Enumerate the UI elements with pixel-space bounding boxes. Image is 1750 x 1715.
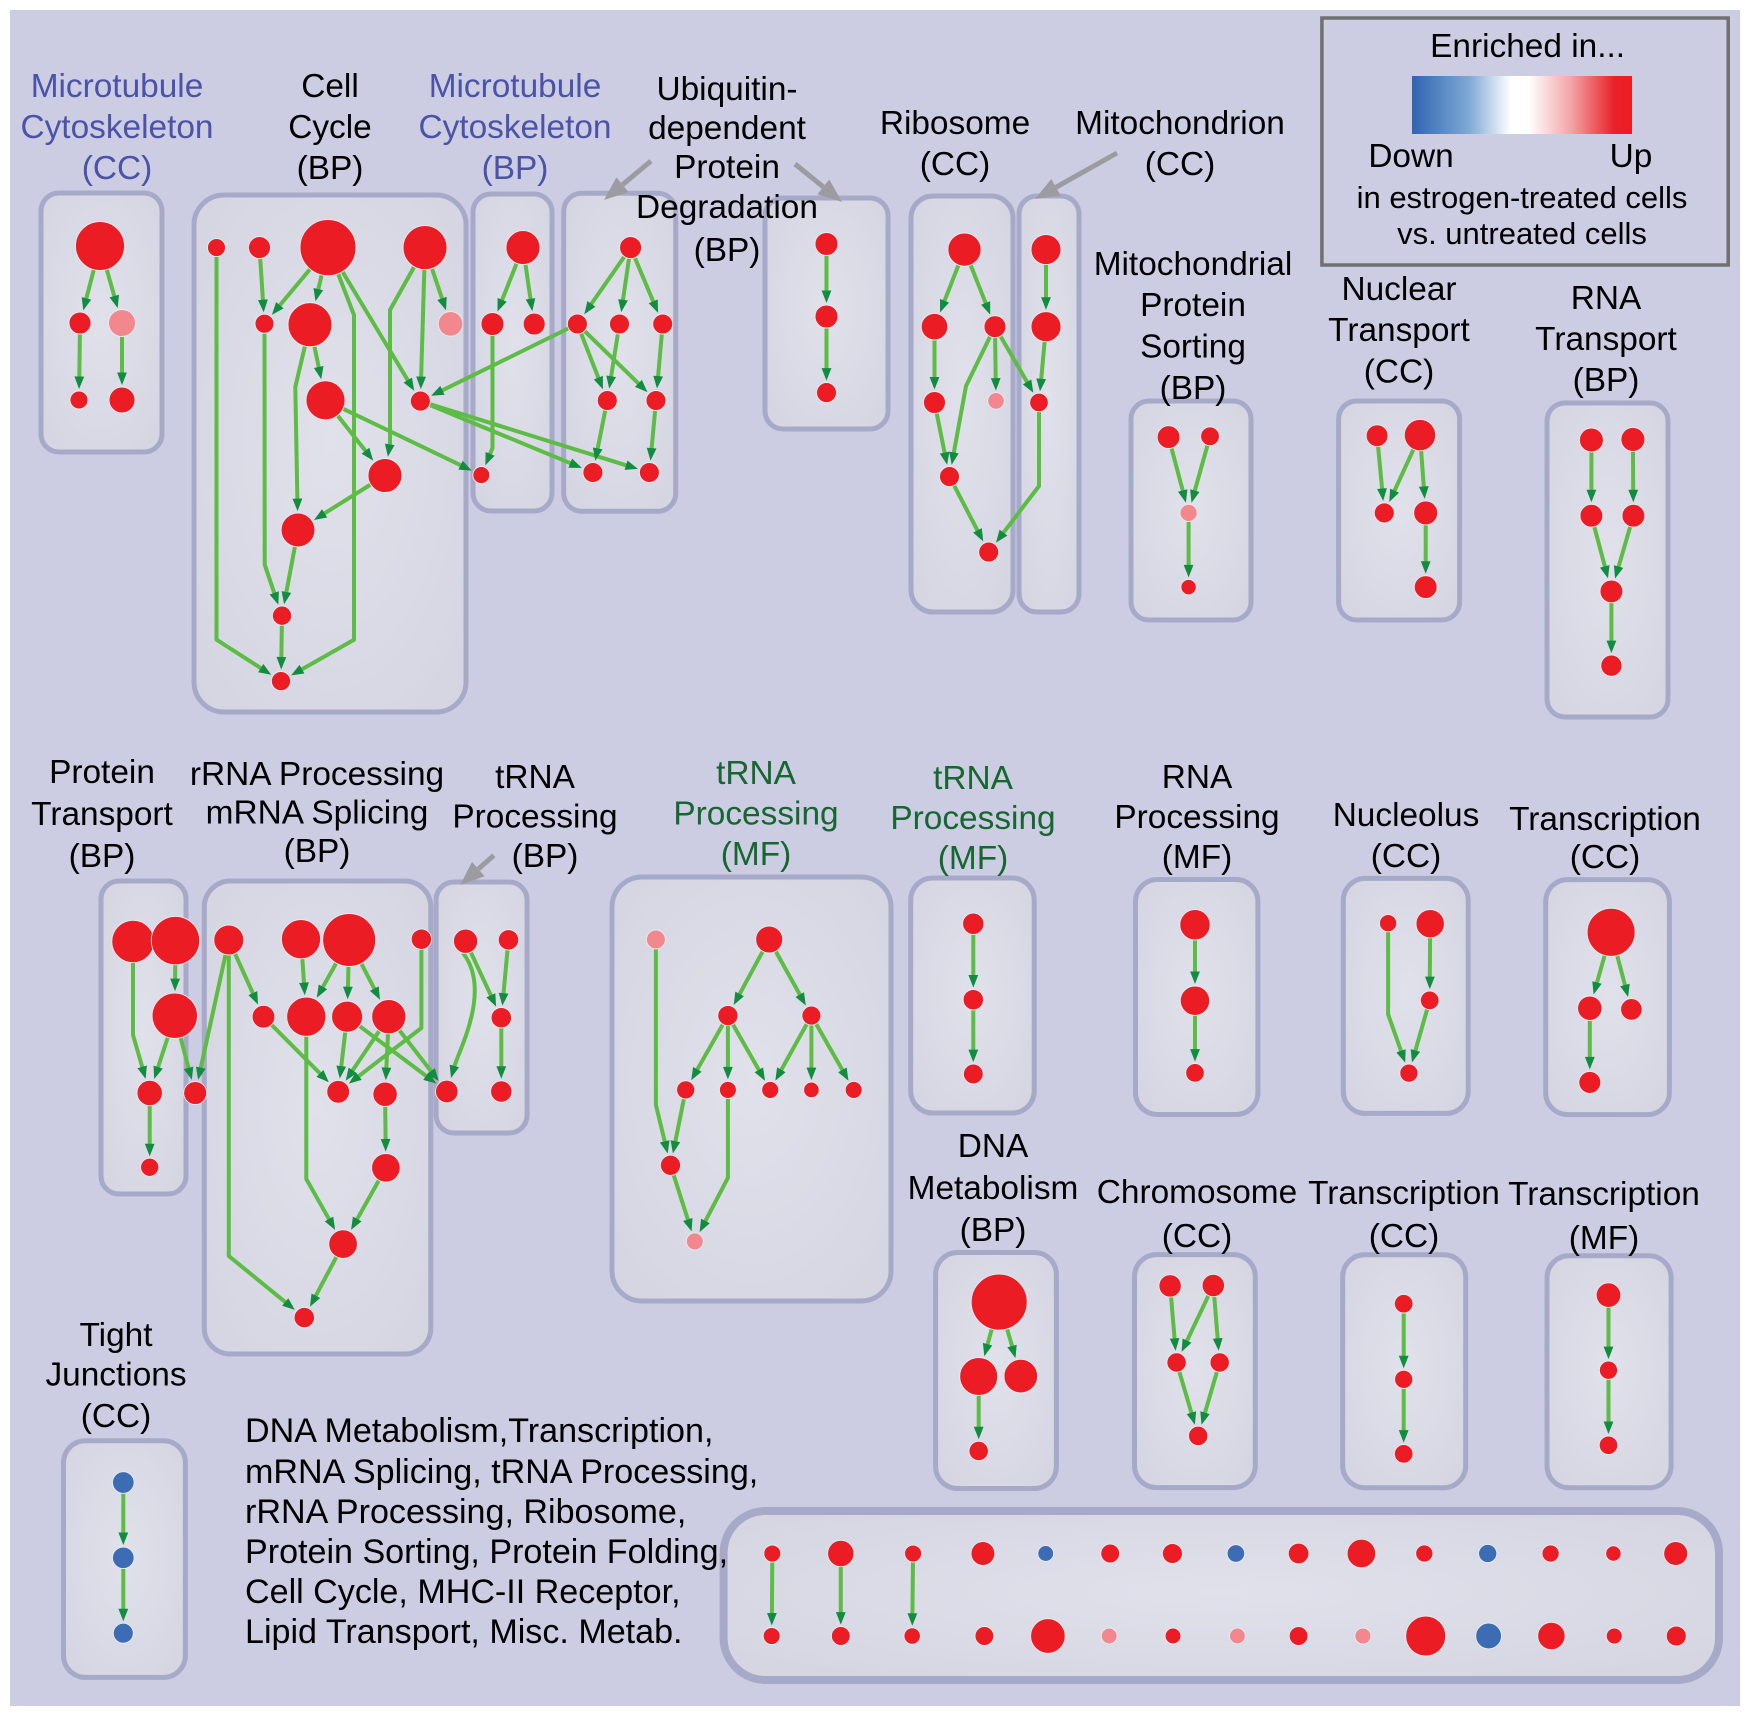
svg-text:Down: Down (1368, 138, 1453, 175)
svg-text:tRNA: tRNA (716, 755, 797, 792)
svg-text:(BP): (BP) (960, 1212, 1027, 1249)
svg-text:(BP): (BP) (512, 838, 579, 875)
svg-text:(BP): (BP) (482, 150, 549, 187)
svg-text:Sorting: Sorting (1140, 329, 1246, 366)
svg-text:Processing: Processing (673, 796, 838, 833)
svg-text:Protein: Protein (1140, 287, 1246, 324)
svg-text:Ribosome: Ribosome (880, 105, 1030, 142)
svg-text:in estrogen-treated cells: in estrogen-treated cells (1357, 180, 1688, 215)
svg-text:Transcription: Transcription (1509, 801, 1701, 838)
svg-text:Transport: Transport (1328, 312, 1470, 349)
svg-text:mRNA Splicing, tRNA Processing: mRNA Splicing, tRNA Processing, (245, 1453, 758, 1491)
svg-text:Cycle: Cycle (288, 109, 372, 146)
svg-text:DNA: DNA (958, 1128, 1029, 1165)
svg-text:(BP): (BP) (297, 150, 364, 187)
svg-text:(BP): (BP) (69, 838, 136, 875)
svg-text:Lipid Transport, Misc. Metab.: Lipid Transport, Misc. Metab. (245, 1613, 683, 1651)
svg-text:tRNA: tRNA (933, 760, 1014, 797)
svg-text:Degradation: Degradation (636, 189, 818, 226)
svg-text:Up: Up (1610, 138, 1653, 175)
svg-text:Protein: Protein (674, 149, 780, 186)
svg-text:dependent: dependent (648, 110, 807, 147)
svg-text:DNA Metabolism,Transcription,: DNA Metabolism,Transcription, (245, 1412, 713, 1450)
svg-text:Microtubule: Microtubule (429, 68, 602, 105)
svg-text:Processing: Processing (452, 799, 617, 836)
svg-text:Transcription: Transcription (1308, 1175, 1500, 1212)
svg-text:RNA: RNA (1571, 280, 1642, 317)
svg-text:Cytoskeleton: Cytoskeleton (418, 109, 611, 146)
svg-text:(CC): (CC) (81, 1398, 151, 1435)
svg-text:Cytoskeleton: Cytoskeleton (20, 109, 213, 146)
svg-text:Mitochondrial: Mitochondrial (1094, 246, 1293, 283)
svg-text:(BP): (BP) (1573, 362, 1640, 399)
svg-text:rRNA Processing, Ribosome,: rRNA Processing, Ribosome, (245, 1493, 686, 1531)
svg-text:Transport: Transport (1535, 321, 1677, 358)
svg-text:Processing: Processing (890, 800, 1055, 837)
svg-text:Nuclear: Nuclear (1341, 271, 1456, 308)
svg-text:vs. untreated cells: vs. untreated cells (1397, 216, 1647, 251)
svg-text:(BP): (BP) (284, 833, 351, 870)
svg-text:Nucleolus: Nucleolus (1333, 797, 1480, 834)
svg-text:Transport: Transport (31, 796, 173, 833)
svg-text:tRNA: tRNA (495, 759, 576, 796)
svg-text:(CC): (CC) (1369, 1218, 1439, 1255)
svg-text:Tight: Tight (80, 1317, 154, 1354)
svg-text:Transcription: Transcription (1508, 1176, 1700, 1213)
svg-text:(BP): (BP) (1160, 370, 1227, 407)
svg-text:Protein: Protein (49, 754, 155, 791)
svg-text:Cell: Cell (301, 68, 359, 105)
svg-text:Protein Sorting, Protein Foldi: Protein Sorting, Protein Folding, (245, 1533, 728, 1571)
svg-text:Cell Cycle, MHC-II Receptor,: Cell Cycle, MHC-II Receptor, (245, 1573, 681, 1611)
svg-text:(CC): (CC) (1570, 839, 1640, 876)
svg-text:(CC): (CC) (920, 146, 990, 183)
svg-text:(CC): (CC) (1371, 838, 1441, 875)
svg-text:(CC): (CC) (1162, 1218, 1232, 1255)
svg-text:Chromosome: Chromosome (1097, 1174, 1297, 1211)
svg-text:(MF): (MF) (938, 840, 1008, 877)
svg-text:Ubiquitin-: Ubiquitin- (656, 71, 797, 108)
svg-text:Processing: Processing (1114, 799, 1279, 836)
svg-text:(CC): (CC) (1145, 146, 1215, 183)
svg-text:(MF): (MF) (1569, 1220, 1639, 1257)
svg-text:mRNA Splicing: mRNA Splicing (206, 795, 429, 832)
svg-text:(BP): (BP) (694, 232, 761, 269)
svg-text:(CC): (CC) (1364, 354, 1434, 391)
svg-text:Enriched in...: Enriched in... (1430, 28, 1625, 65)
svg-text:(CC): (CC) (82, 150, 152, 187)
svg-text:(MF): (MF) (1162, 839, 1232, 876)
svg-text:Junctions: Junctions (45, 1357, 186, 1394)
svg-text:(MF): (MF) (721, 836, 791, 873)
svg-text:Mitochondrion: Mitochondrion (1075, 105, 1285, 142)
svg-text:rRNA Processing: rRNA Processing (190, 756, 444, 793)
svg-text:Microtubule: Microtubule (31, 68, 204, 105)
svg-text:RNA: RNA (1162, 759, 1233, 796)
svg-text:Metabolism: Metabolism (908, 1170, 1079, 1207)
